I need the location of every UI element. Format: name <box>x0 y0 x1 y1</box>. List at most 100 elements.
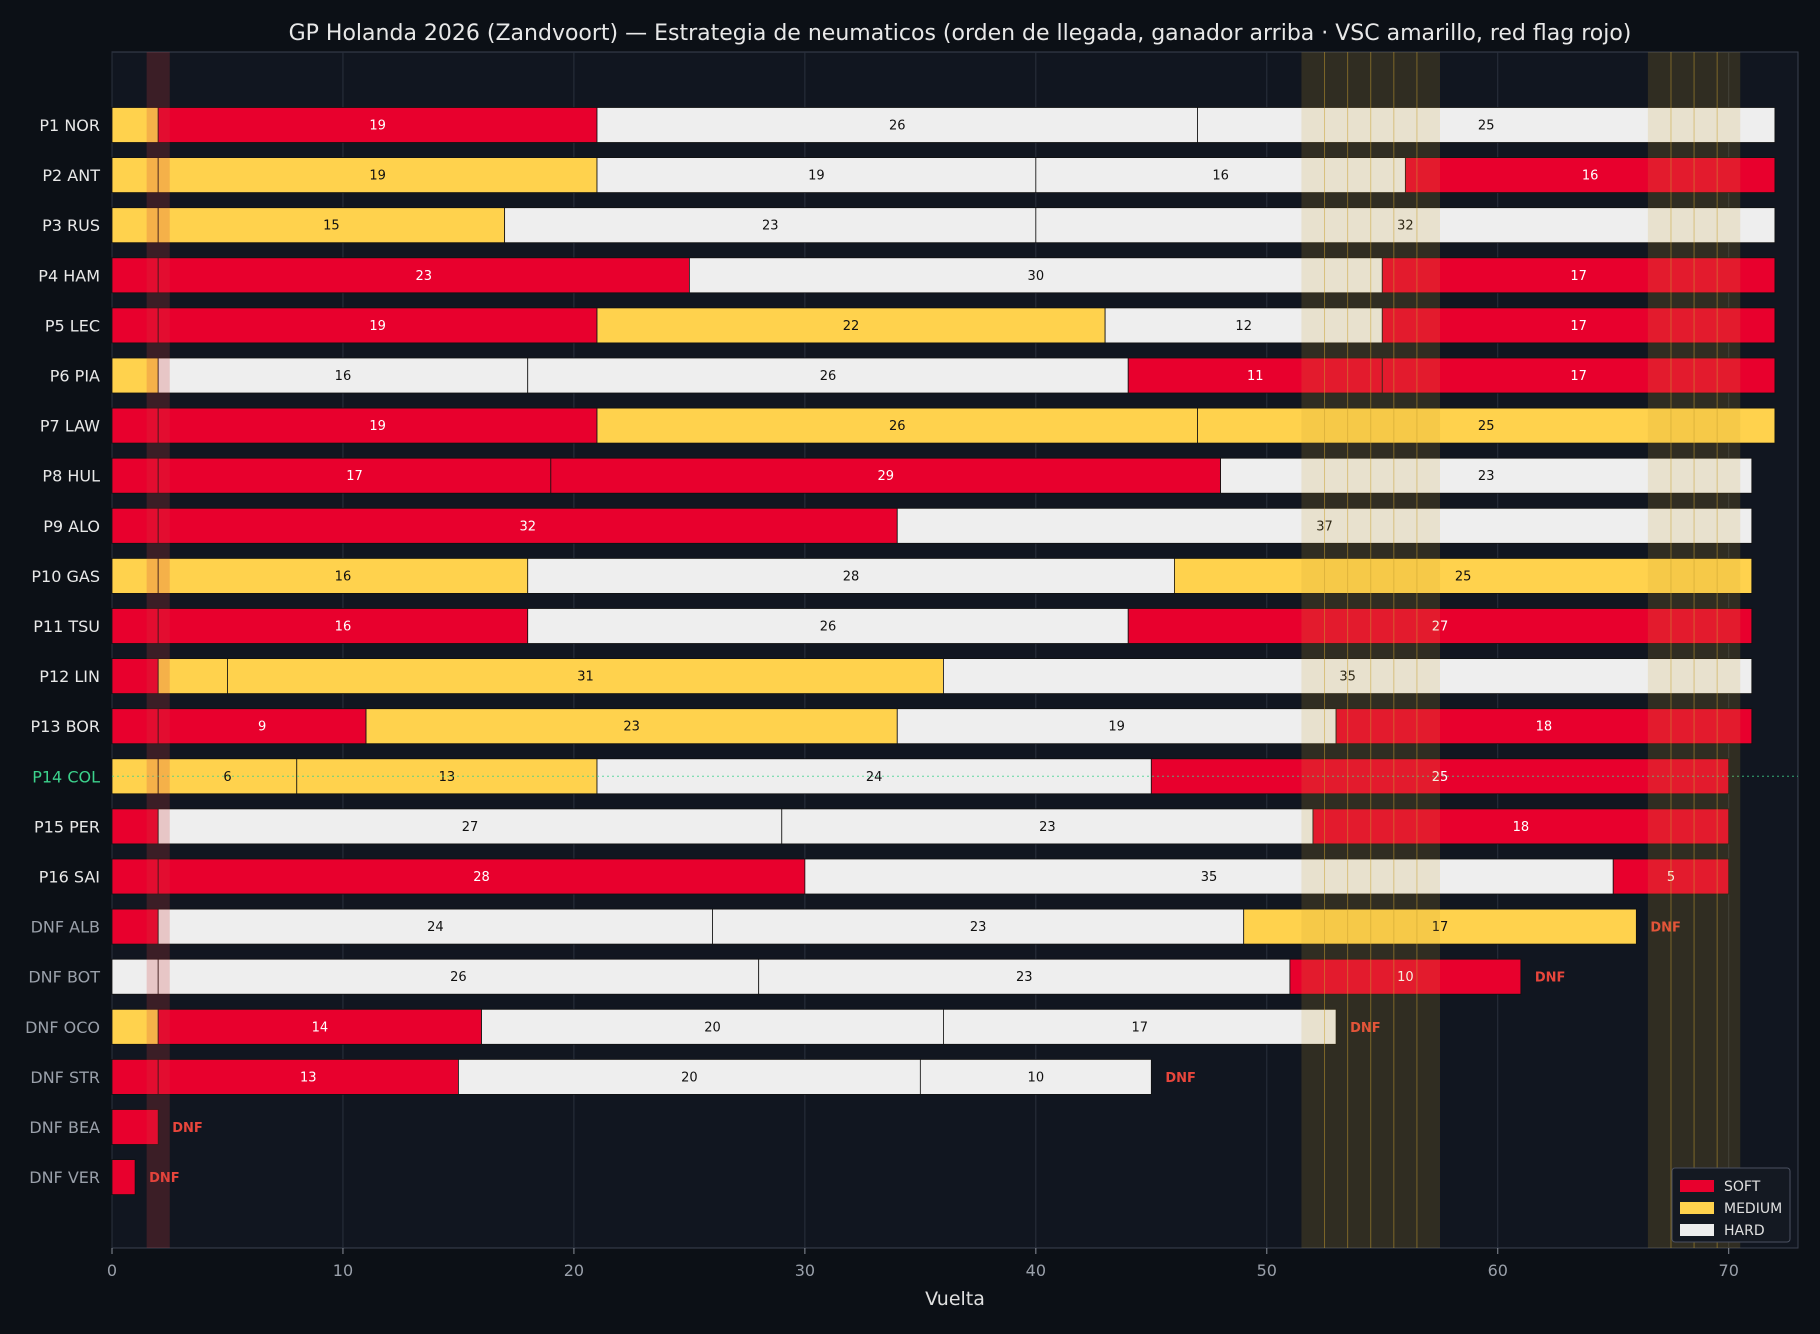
stint-label: 6 <box>223 770 231 785</box>
x-tick-label: 0 <box>107 1261 117 1280</box>
stint-bar <box>157 808 783 845</box>
stint-bar <box>157 507 898 544</box>
dnf-label: DNF <box>1165 1071 1196 1086</box>
stint-bar <box>111 157 159 194</box>
stint-label: 18 <box>1536 720 1553 735</box>
stint-bar <box>111 207 159 244</box>
dnf-label: DNF <box>149 1171 180 1186</box>
stint-bar <box>596 407 1198 444</box>
stint-bar <box>111 608 159 644</box>
stint-label: 23 <box>1039 820 1056 835</box>
x-tick-label: 70 <box>1719 1261 1739 1280</box>
stint-label: 16 <box>335 569 352 584</box>
bars-group: 19 26 25 19 19 16 16 15 23 32 23 30 17 19 22 12 17 16 26 11… <box>111 107 1776 1195</box>
stint-bar <box>111 1008 159 1045</box>
stint-bar <box>157 357 529 394</box>
stint-bar <box>1197 407 1776 444</box>
driver-label: DNF ALB <box>31 918 100 937</box>
stint-label: 35 <box>1201 870 1218 885</box>
stint-bar <box>157 558 529 594</box>
stint-bar <box>1127 357 1383 394</box>
stint-label: 12 <box>1235 319 1252 334</box>
stint-label: 17 <box>1432 920 1449 935</box>
stint-bar <box>111 1059 159 1095</box>
stint-bar <box>1220 457 1753 494</box>
driver-label: P8 HUL <box>42 467 100 486</box>
stint-label: 14 <box>312 1020 329 1035</box>
legend-swatch <box>1680 1202 1714 1214</box>
stint-bar <box>1104 307 1383 344</box>
driver-label: P13 BOR <box>31 717 101 736</box>
stint-bar <box>688 257 1383 294</box>
stint-label: 22 <box>843 319 860 334</box>
stint-bar <box>596 107 1198 143</box>
dnf-label: DNF <box>172 1121 203 1136</box>
stint-bar <box>1035 207 1776 244</box>
stint-label: 23 <box>416 269 433 284</box>
stint-label: 25 <box>1478 119 1495 134</box>
stint-label: 17 <box>1570 319 1587 334</box>
stint-bar <box>1335 708 1753 745</box>
stint-label: 16 <box>335 620 352 635</box>
stint-label: 25 <box>1478 419 1495 434</box>
plot-area <box>111 51 1799 1249</box>
stint-bar <box>1127 608 1753 644</box>
stint-label: 19 <box>369 419 386 434</box>
driver-label: P4 HAM <box>38 266 100 285</box>
driver-label: DNF VER <box>29 1168 100 1187</box>
stint-bar <box>157 157 598 194</box>
stint-bar <box>157 958 760 995</box>
stint-bar <box>1312 808 1730 845</box>
stint-bar <box>1381 307 1776 344</box>
driver-label: P3 RUS <box>42 216 100 235</box>
stint-label: 17 <box>346 469 363 484</box>
stint-label: 19 <box>808 169 825 184</box>
stint-bar <box>781 808 1314 845</box>
stint-label: 28 <box>473 870 490 885</box>
stint-label: 31 <box>577 670 594 685</box>
stint-bar <box>1289 958 1522 995</box>
stint-label: 20 <box>681 1070 698 1085</box>
stint-bar <box>1243 908 1637 945</box>
stint-bar <box>111 107 159 143</box>
driver-label: DNF BEA <box>29 1118 100 1137</box>
stint-bar <box>1197 107 1776 143</box>
stint-label: 20 <box>704 1020 721 1035</box>
dnf-label: DNF <box>1535 971 1566 986</box>
driver-label: P16 SAI <box>39 868 100 887</box>
stint-bar <box>1174 558 1753 594</box>
stint-label: 16 <box>335 369 352 384</box>
stint-bar <box>111 758 159 795</box>
stint-label: 19 <box>1108 720 1125 735</box>
legend-label: HARD <box>1724 1223 1765 1239</box>
stint-label: 24 <box>427 920 444 935</box>
x-tick-label: 20 <box>564 1261 584 1280</box>
stint-label: 23 <box>1478 469 1495 484</box>
driver-label: P6 PIA <box>50 367 100 386</box>
stint-label: 23 <box>623 720 640 735</box>
stint-bar <box>919 1059 1152 1095</box>
x-tick-label: 10 <box>333 1261 353 1280</box>
stint-label: 30 <box>1028 269 1045 284</box>
stint-label: 25 <box>1455 569 1472 584</box>
stint-label: 16 <box>1212 169 1229 184</box>
stint-label: 19 <box>369 169 386 184</box>
stint-label: 32 <box>1397 219 1414 234</box>
stint-label: 15 <box>323 219 340 234</box>
stint-label: 19 <box>369 119 386 134</box>
stint-bar <box>157 257 690 294</box>
stint-label: 13 <box>300 1070 317 1085</box>
driver-label: P1 NOR <box>39 116 100 135</box>
stint-bar <box>111 1109 159 1145</box>
stint-bar <box>481 1008 944 1045</box>
driver-label: DNF OCO <box>25 1018 100 1037</box>
x-tick-label: 60 <box>1488 1261 1508 1280</box>
dnf-label: DNF <box>1650 921 1681 936</box>
stint-bar <box>157 207 506 244</box>
x-axis-label: Vuelta <box>925 1288 985 1310</box>
chart-title: GP Holanda 2026 (Zandvoort) — Estrategia… <box>289 21 1632 46</box>
stint-bar <box>458 1059 921 1095</box>
stint-label: 32 <box>519 519 536 534</box>
stint-label: 26 <box>889 419 906 434</box>
